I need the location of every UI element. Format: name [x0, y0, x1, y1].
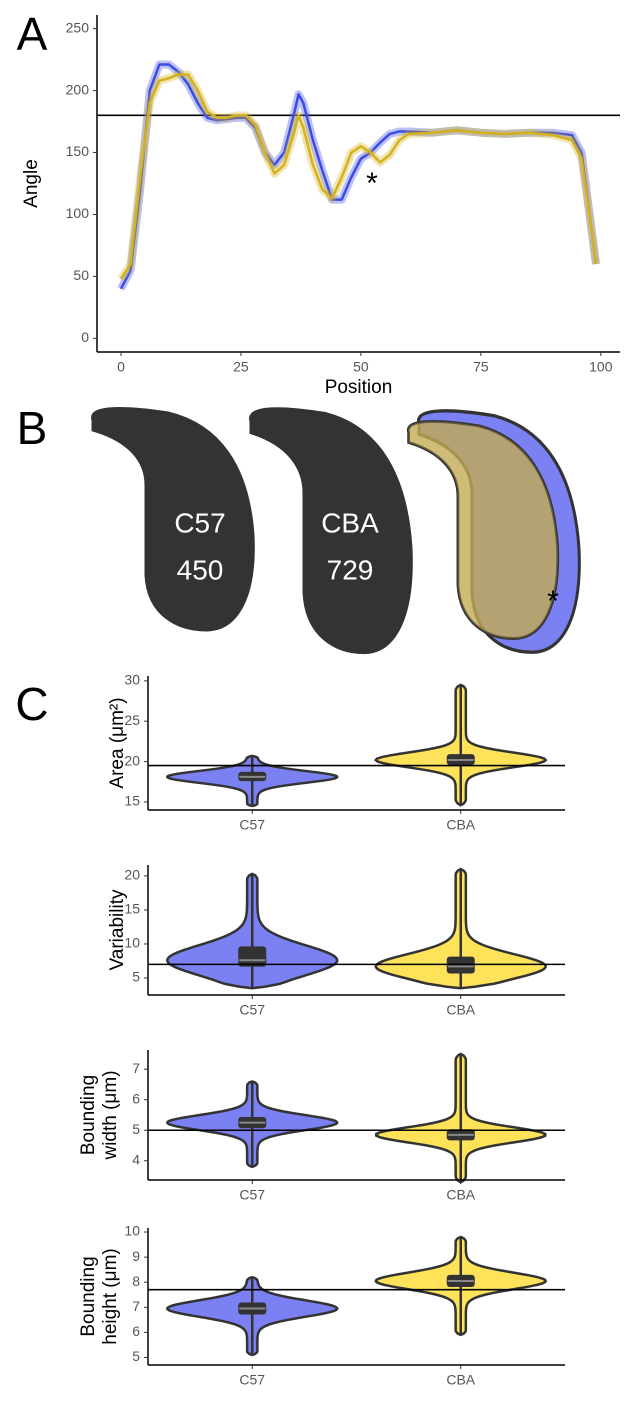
- x-tick-label: 100: [589, 359, 613, 375]
- shape-count: 450: [177, 554, 224, 585]
- y-tick-label: 0: [81, 329, 89, 345]
- x-tick-label: CBA: [446, 1372, 475, 1388]
- y-tick-label: 9: [132, 1248, 140, 1264]
- y-tick-label: 5: [132, 1121, 140, 1137]
- annotation: *: [366, 167, 378, 200]
- x-tick-label: CBA: [446, 1002, 475, 1018]
- x-tick-label: 75: [473, 359, 489, 375]
- box: [238, 946, 267, 967]
- y-tick-label: 5: [132, 969, 140, 985]
- x-axis-label: Position: [325, 377, 393, 398]
- shape-count: 729: [327, 554, 374, 585]
- line-band: [117, 70, 600, 282]
- y-axis-label: Variability: [107, 889, 128, 970]
- y-tick-label: 6: [132, 1090, 140, 1106]
- y-axis-label: Angle: [21, 159, 42, 208]
- y-tick-label: 7: [132, 1060, 140, 1076]
- y-tick-label: 6: [132, 1323, 140, 1339]
- y-axis-label: Area (μm²): [107, 697, 128, 788]
- y-tick-label: 5: [132, 1348, 140, 1364]
- x-tick-label: C57: [239, 1002, 265, 1018]
- y-tick-label: 100: [66, 205, 90, 221]
- panel-label: A: [17, 8, 48, 60]
- x-tick-label: CBA: [446, 1187, 475, 1203]
- x-tick-label: 0: [117, 359, 125, 375]
- x-tick-label: 50: [353, 359, 369, 375]
- y-tick-label: 10: [124, 1223, 140, 1239]
- y-tick-label: 150: [66, 143, 90, 159]
- y-tick-label: 15: [124, 901, 140, 917]
- y-tick-label: 7: [132, 1298, 140, 1314]
- annotation: *: [547, 585, 559, 618]
- y-tick-label: 20: [124, 867, 140, 883]
- panel-label: B: [17, 402, 48, 454]
- y-tick-label: 8: [132, 1273, 140, 1289]
- shape-name: CBA: [321, 507, 379, 538]
- x-tick-label: C57: [239, 1187, 265, 1203]
- shape-overlay: [407, 409, 581, 654]
- y-axis-label: height (μm): [100, 1248, 121, 1344]
- line: [119, 73, 598, 280]
- line-band: [117, 60, 600, 291]
- y-tick-label: 10: [124, 935, 140, 951]
- x-tick-label: 25: [233, 359, 249, 375]
- shape-c57: [91, 407, 255, 632]
- shape-cba: [249, 407, 413, 655]
- y-tick-label: 30: [124, 672, 140, 688]
- y-tick-label: 200: [66, 81, 90, 97]
- x-tick-label: C57: [239, 1372, 265, 1388]
- y-tick-label: 20: [124, 752, 140, 768]
- y-axis-label: width (μm): [100, 1070, 121, 1160]
- y-tick-label: 25: [124, 712, 140, 728]
- y-axis-label: Bounding: [78, 1256, 99, 1336]
- panel-label: C: [15, 678, 48, 730]
- x-tick-label: CBA: [446, 817, 475, 833]
- shape-name: C57: [174, 507, 225, 538]
- y-tick-label: 4: [132, 1151, 140, 1167]
- y-tick-label: 50: [73, 267, 89, 283]
- y-tick-label: 250: [66, 19, 90, 35]
- x-tick-label: C57: [239, 817, 265, 833]
- y-axis-label: Bounding: [78, 1075, 99, 1155]
- y-tick-label: 15: [124, 793, 140, 809]
